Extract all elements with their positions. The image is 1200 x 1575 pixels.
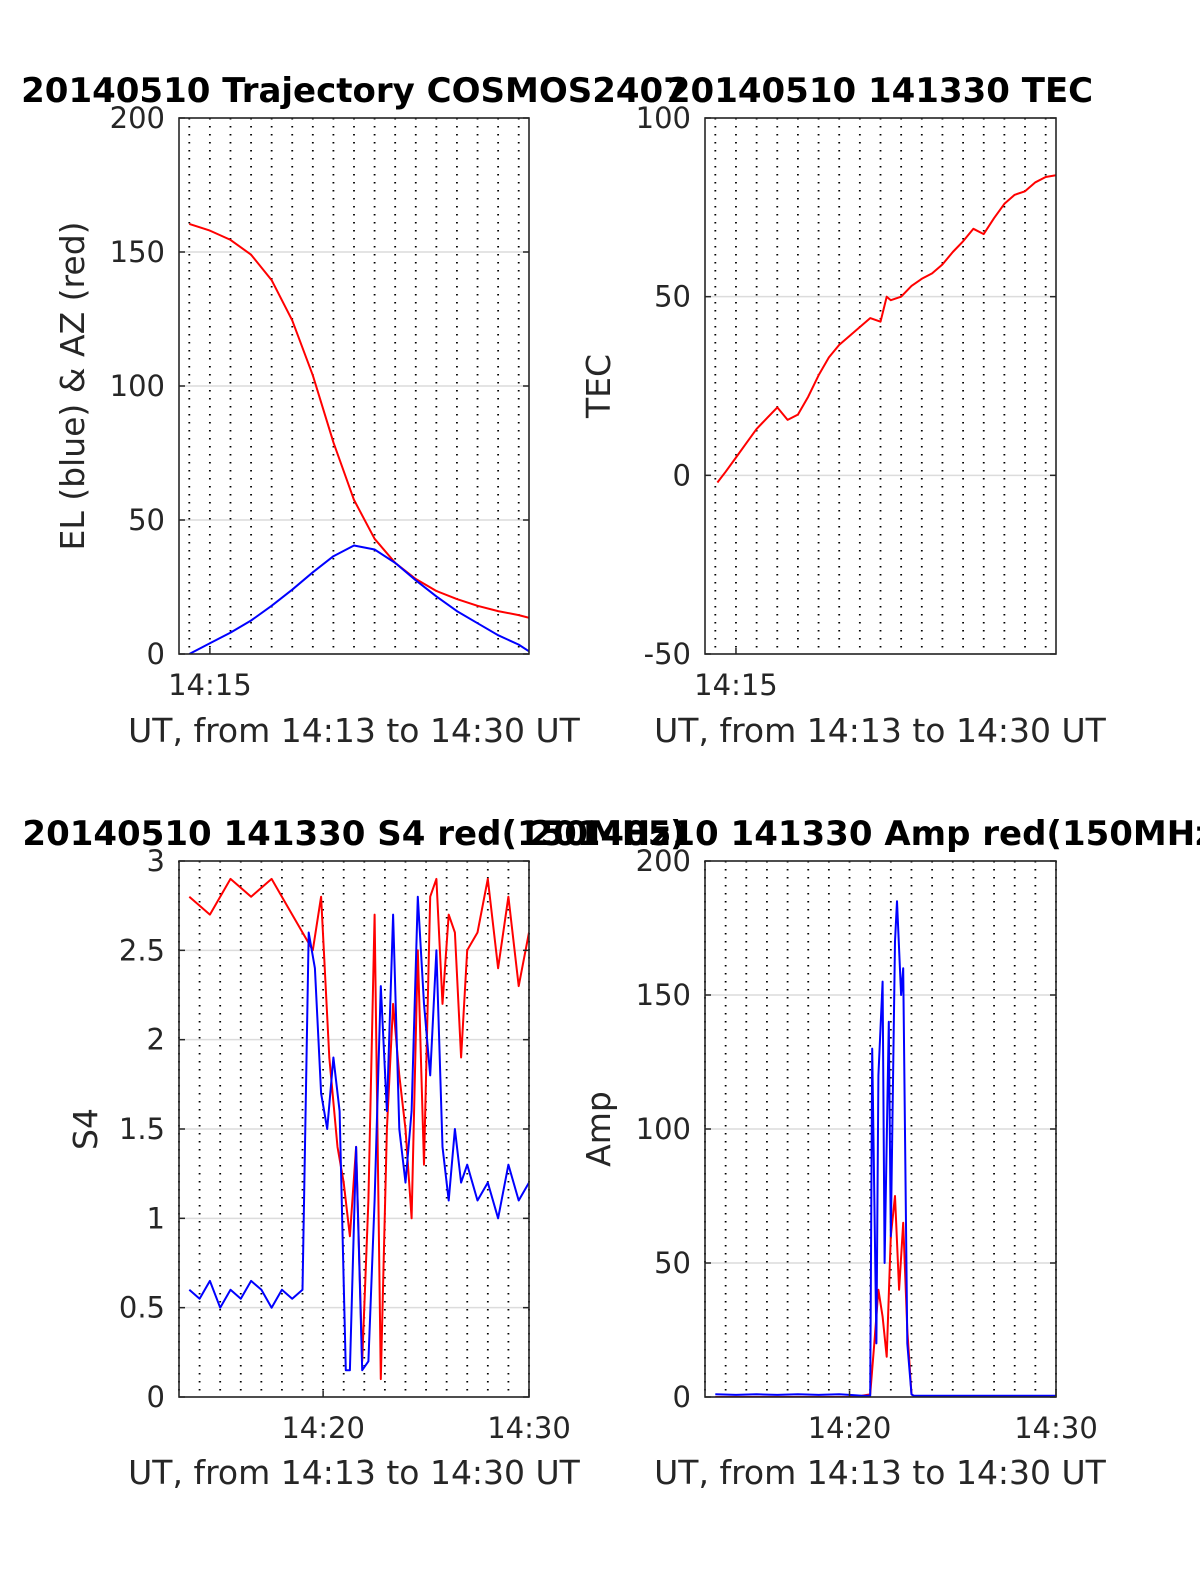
y-tick-label: 0: [147, 1380, 165, 1414]
plot-area: 0 50 100 150 200 14:20 14:30: [636, 844, 1098, 1445]
y-tick-label: 200: [110, 101, 165, 135]
y-axis-label: Amp: [579, 1091, 618, 1167]
series-line-blue: [715, 900, 1056, 1397]
panel-title: 20140510 141330 Amp red(150MHz): [529, 814, 1200, 854]
y-tick-label: 200: [636, 844, 691, 878]
x-axis-label: UT, from 14:13 to 14:30 UT: [654, 1453, 1107, 1492]
x-axis-label: UT, from 14:13 to 14:30 UT: [654, 711, 1107, 750]
panel-title: 20140510 Trajectory COSMOS2407: [21, 71, 687, 111]
panel-s4: 20140510 141330 S4 red(150MHz) UT, from …: [22, 814, 685, 1492]
x-axis-label: UT, from 14:13 to 14:30 UT: [128, 1453, 581, 1492]
y-axis-label: EL (blue) & AZ (red): [53, 221, 92, 550]
axes-frame: [704, 117, 1057, 655]
series-line-red: [716, 174, 1056, 484]
y-tick-label: -50: [644, 637, 691, 671]
plot-area: 0 50 100 150 200 14:15: [110, 101, 530, 702]
y-tick-label: 0: [147, 637, 165, 671]
series-line-red: [188, 222, 529, 619]
y-tick-label: 100: [636, 1112, 691, 1146]
series-line-red: [715, 1195, 1056, 1397]
x-tick-label: 14:15: [694, 668, 778, 702]
series-line-blue: [188, 544, 529, 654]
plot-area: 0 0.5 1 1.5 2 2.5 3 14:20 14:30: [119, 844, 571, 1445]
panel-trajectory: 20140510 Trajectory COSMOS2407 UT, from …: [21, 71, 687, 750]
x-tick-label: 14:20: [281, 1411, 365, 1445]
y-tick-label: 150: [636, 978, 691, 1012]
plot-area: -50 0 50 100 14:15: [636, 101, 1057, 702]
x-axis-label: UT, from 14:13 to 14:30 UT: [128, 711, 581, 750]
y-tick-label: 50: [128, 503, 165, 537]
y-tick-label: 0: [673, 458, 691, 492]
x-tick-label: 14:20: [808, 1411, 892, 1445]
series-line-blue: [188, 895, 529, 1372]
y-tick-label: 100: [110, 369, 165, 403]
y-axis-label: TEC: [579, 354, 618, 419]
panel-tec: 20140510 141330 TEC UT, from 14:13 to 14…: [579, 71, 1107, 750]
x-tick-label: 14:15: [168, 668, 252, 702]
x-tick-label: 14:30: [1014, 1411, 1098, 1445]
panel-title: 20140510 141330 S4 red(150MHz): [22, 814, 685, 854]
panel-title: 20140510 141330 TEC: [667, 71, 1093, 111]
y-tick-label: 0.5: [119, 1291, 165, 1325]
panel-amp: 20140510 141330 Amp red(150MHz) UT, from…: [529, 814, 1200, 1492]
y-tick-label: 1.5: [119, 1112, 165, 1146]
y-axis-label: S4: [66, 1108, 105, 1150]
y-tick-label: 3: [147, 844, 165, 878]
y-tick-label: 2: [147, 1023, 165, 1057]
y-tick-label: 1: [147, 1201, 165, 1235]
y-tick-label: 150: [110, 235, 165, 269]
y-tick-label: 0: [673, 1380, 691, 1414]
y-tick-label: 2.5: [119, 933, 165, 967]
y-tick-label: 50: [654, 280, 691, 314]
x-tick-label: 14:30: [487, 1411, 571, 1445]
y-tick-label: 50: [654, 1246, 691, 1280]
y-tick-label: 100: [636, 101, 691, 135]
